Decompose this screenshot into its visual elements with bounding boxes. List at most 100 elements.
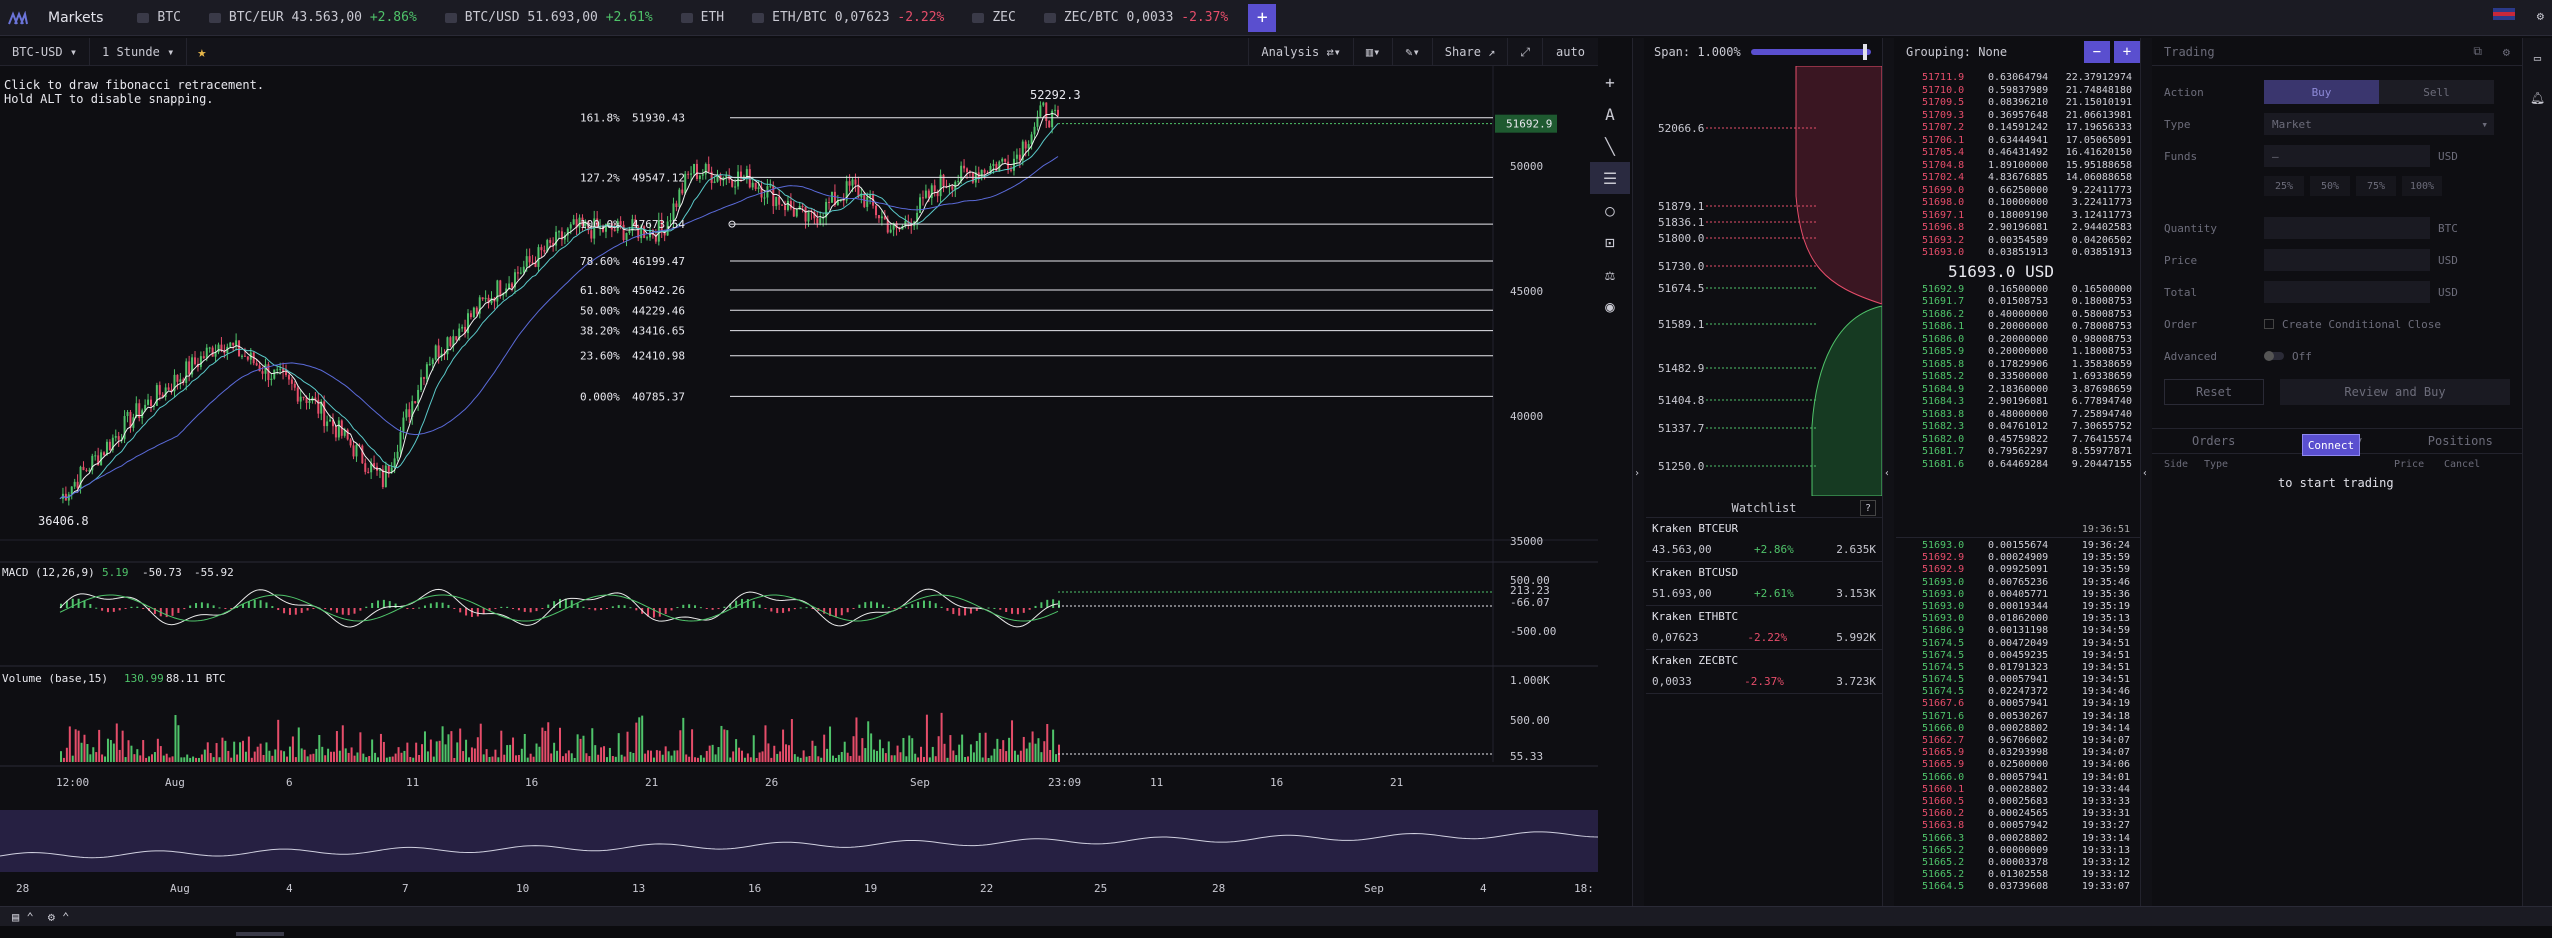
orderbook-row[interactable]: 51693.2 0.00354589 0.04206502 bbox=[1896, 235, 2140, 248]
grouping-minus-button[interactable]: − bbox=[2084, 41, 2110, 63]
market-tab-eth[interactable]: ETH bbox=[667, 0, 738, 36]
orderbook-row[interactable]: 51692.9 0.16500000 0.16500000 bbox=[1896, 284, 2140, 297]
advanced-toggle[interactable] bbox=[2264, 351, 2284, 361]
pair-select[interactable]: BTC-USD ▾ bbox=[0, 37, 91, 66]
popout-icon[interactable]: ⧉ bbox=[2473, 44, 2482, 58]
orderbook-row[interactable]: 51686.0 0.20000000 0.98008753 bbox=[1896, 334, 2140, 347]
market-tab-btc[interactable]: BTC bbox=[123, 0, 194, 36]
analysis-button[interactable]: Analysis ⇄▾ bbox=[1248, 38, 1352, 66]
conditional-checkbox[interactable] bbox=[2264, 319, 2274, 329]
orderbook-row[interactable]: 51705.4 0.46431492 16.41620150 bbox=[1896, 147, 2140, 160]
buy-button[interactable]: Buy bbox=[2264, 80, 2379, 104]
percent-button[interactable]: 100% bbox=[2402, 176, 2442, 196]
orderbook-row[interactable]: 51699.0 0.66250000 9.22411773 bbox=[1896, 185, 2140, 198]
orderbook-row[interactable]: 51704.8 1.89100000 15.95188658 bbox=[1896, 160, 2140, 173]
percent-button[interactable]: 25% bbox=[2264, 176, 2304, 196]
reset-button[interactable]: Reset bbox=[2164, 379, 2264, 405]
scrollbar-thumb[interactable] bbox=[236, 932, 284, 936]
orderbook-row[interactable]: 51696.8 2.90196081 2.94402583 bbox=[1896, 222, 2140, 235]
orderbook-row[interactable]: 51698.0 0.10000000 3.22411773 bbox=[1896, 197, 2140, 210]
chevron-left-icon[interactable]: ‹ bbox=[2142, 468, 2149, 479]
eye-icon[interactable]: ◉ bbox=[1605, 296, 1615, 316]
help-icon[interactable]: ? bbox=[1860, 500, 1876, 516]
gear-icon[interactable]: ⚙ bbox=[2536, 8, 2544, 23]
percent-button[interactable]: 75% bbox=[2356, 176, 2396, 196]
orderbook-row[interactable]: 51693.0 0.03851913 0.03851913 bbox=[1896, 247, 2140, 260]
tab-orders[interactable]: Orders bbox=[2191, 434, 2236, 448]
favorite-star-icon[interactable]: ★ bbox=[197, 42, 207, 61]
add-tab-button[interactable]: + bbox=[1248, 3, 1277, 32]
tab-positions[interactable]: Positions bbox=[2427, 434, 2493, 448]
chevron-left-icon[interactable]: ‹ bbox=[1884, 468, 1891, 479]
panel-divider[interactable]: ‹ bbox=[2140, 38, 2152, 918]
orderbook-row[interactable]: 51682.0 0.45759822 7.76415574 bbox=[1896, 434, 2140, 447]
quantity-input[interactable] bbox=[2264, 217, 2430, 239]
watchlist-item[interactable]: Kraken ETHBTC 0,07623 -2.22% 5.992K bbox=[1646, 606, 1882, 650]
funds-input[interactable]: — bbox=[2264, 145, 2430, 167]
panel-divider[interactable]: › bbox=[1632, 38, 1644, 918]
span-slider-handle[interactable] bbox=[1862, 44, 1867, 60]
chart-type-button[interactable]: ▥▾ bbox=[1352, 38, 1392, 66]
orderbook-row[interactable]: 51683.8 0.48000000 7.25894740 bbox=[1896, 409, 2140, 422]
orderbook-row[interactable]: 51681.7 0.79562297 8.55977871 bbox=[1896, 446, 2140, 459]
orderbook-row[interactable]: 51707.2 0.14591242 17.19656333 bbox=[1896, 122, 2140, 135]
price-input[interactable] bbox=[2264, 249, 2430, 271]
fullscreen-button[interactable]: ⤢ bbox=[1507, 38, 1542, 66]
plus-icon[interactable]: + bbox=[1605, 72, 1615, 92]
order-type-select[interactable]: Market ▾ bbox=[2264, 113, 2494, 135]
chat-icon[interactable]: ▭ bbox=[2533, 51, 2542, 65]
watchlist-item[interactable]: Kraken BTCEUR 43.563,00 +2.86% 2.635K bbox=[1646, 518, 1882, 562]
orderbook-row[interactable]: 51711.9 0.63064794 22.37912974 bbox=[1896, 72, 2140, 85]
text-tool-icon[interactable]: A bbox=[1605, 104, 1615, 124]
market-tab-zec[interactable]: ZEC bbox=[958, 0, 1029, 36]
total-input[interactable] bbox=[2264, 281, 2430, 303]
orderbook-row[interactable]: 51686.1 0.20000000 0.78008753 bbox=[1896, 321, 2140, 334]
orderbook-row[interactable]: 51709.3 0.36957648 21.06613981 bbox=[1896, 110, 2140, 123]
orderbook-row[interactable]: 51686.2 0.40000000 0.58008753 bbox=[1896, 309, 2140, 322]
review-buy-button[interactable]: Review and Buy bbox=[2280, 379, 2510, 405]
watchlist-item[interactable]: Kraken ZECBTC 0,0033 -2.37% 3.723K bbox=[1646, 650, 1882, 694]
orderbook-row[interactable]: 51691.7 0.01508753 0.18008753 bbox=[1896, 296, 2140, 309]
orderbook-row[interactable]: 51685.2 0.33500000 1.69338659 bbox=[1896, 371, 2140, 384]
market-tab-zec-btc[interactable]: ZEC/BTC 0,0033 -2.37% bbox=[1030, 0, 1242, 36]
market-tab-btc-eur[interactable]: BTC/EUR 43.563,00 +2.86% bbox=[195, 0, 431, 36]
chart-canvas[interactable]: 50000 45000 40000 35000 161.8% 51930.43 127.2%… bbox=[0, 66, 1598, 906]
market-tab-eth-btc[interactable]: ETH/BTC 0,07623 -2.22% bbox=[738, 0, 958, 36]
connect-button[interactable]: Connect bbox=[2302, 434, 2360, 456]
bell-icon[interactable]: 🔔︎ bbox=[2529, 91, 2546, 105]
watchlist-item[interactable]: Kraken BTCUSD 51.693,00 +2.61% 3.153K bbox=[1646, 562, 1882, 606]
orderbook-row[interactable]: 51709.5 0.08396210 21.15010191 bbox=[1896, 97, 2140, 110]
chevron-right-icon[interactable]: › bbox=[1634, 468, 1641, 479]
measure-tool-icon[interactable]: ⚖ bbox=[1605, 264, 1615, 284]
percent-button[interactable]: 50% bbox=[2310, 176, 2350, 196]
span-slider[interactable] bbox=[1750, 44, 1871, 60]
orderbook-row[interactable]: 51702.4 4.83676885 14.06088658 bbox=[1896, 172, 2140, 185]
settings-icon[interactable]: ⚙ ⌃ bbox=[47, 909, 70, 924]
orderbook-row[interactable]: 51682.3 0.04761012 7.30655752 bbox=[1896, 421, 2140, 434]
line-tool-icon[interactable]: ╲ bbox=[1605, 136, 1615, 156]
market-tab-btc-usd[interactable]: BTC/USD 51.693,00 +2.61% bbox=[431, 0, 667, 36]
settings-icon[interactable]: ⚙ bbox=[2502, 44, 2510, 59]
orderbook-row[interactable]: 51706.1 0.63444941 17.05065091 bbox=[1896, 135, 2140, 148]
fibonacci-tool-icon[interactable]: ☰ bbox=[1590, 162, 1630, 194]
orderbook-row[interactable]: 51684.9 2.18360000 3.87698659 bbox=[1896, 384, 2140, 397]
orderbook-row[interactable]: 51684.3 2.90196081 6.77894740 bbox=[1896, 396, 2140, 409]
sell-button[interactable]: Sell bbox=[2379, 80, 2494, 104]
orderbook-row[interactable]: 51710.0 0.59837989 21.74848180 bbox=[1896, 85, 2140, 98]
orderbook-row[interactable]: 51685.9 0.20000000 1.18008753 bbox=[1896, 346, 2140, 359]
orderbook-row[interactable]: 51697.1 0.18009190 3.12411773 bbox=[1896, 210, 2140, 223]
auto-scale-button[interactable]: auto bbox=[1542, 38, 1598, 66]
rect-tool-icon[interactable]: ⊡ bbox=[1605, 232, 1615, 252]
orderbook-row[interactable]: 51681.6 0.64469284 9.20447155 bbox=[1896, 459, 2140, 472]
flag-icon[interactable] bbox=[2492, 8, 2515, 23]
orderbook-row[interactable]: 51685.8 0.17829906 1.35838659 bbox=[1896, 359, 2140, 372]
markets-label[interactable]: Markets bbox=[48, 9, 104, 26]
circle-tool-icon[interactable]: ○ bbox=[1605, 200, 1615, 220]
panel-divider[interactable]: ‹ bbox=[1882, 38, 1894, 918]
share-button[interactable]: Share ↗ bbox=[1431, 38, 1508, 66]
logo-icon[interactable] bbox=[0, 0, 36, 36]
layout-icon[interactable]: ▤ ⌃ bbox=[12, 909, 34, 924]
interval-select[interactable]: 1 Stunde ▾ bbox=[90, 37, 188, 66]
grouping-plus-button[interactable]: + bbox=[2114, 41, 2140, 63]
draw-button[interactable]: ✎▾ bbox=[1392, 38, 1431, 66]
